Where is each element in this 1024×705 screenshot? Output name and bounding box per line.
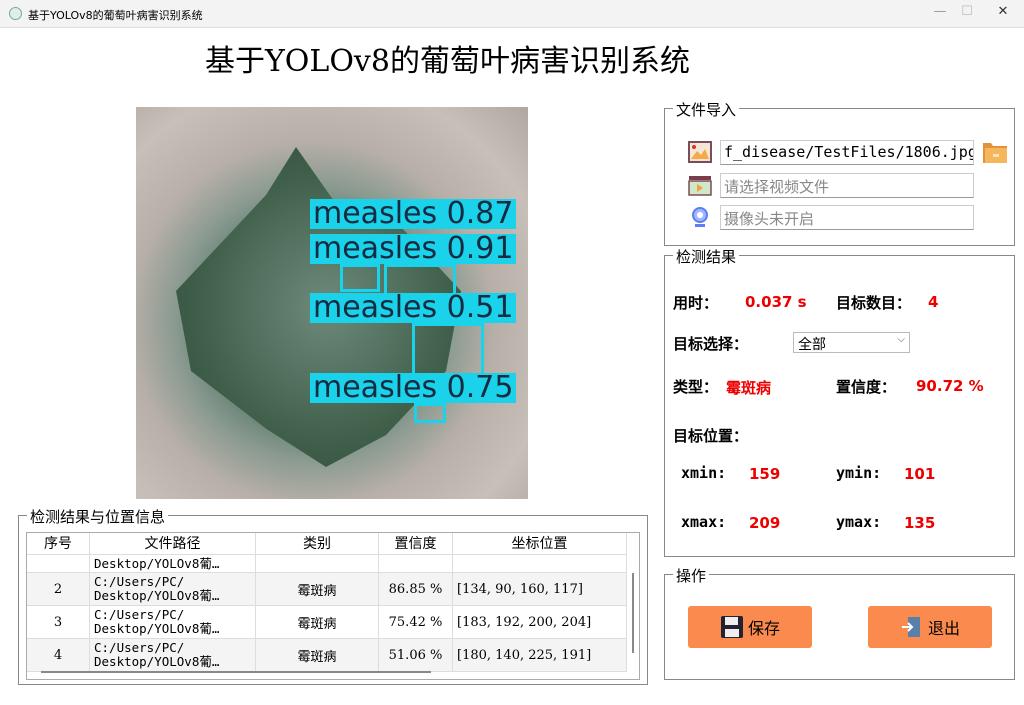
group-title: 检测结果与位置信息 <box>27 506 169 527</box>
exit-button[interactable]: 退出 <box>868 606 992 648</box>
cell-index: 4 <box>27 639 90 671</box>
image-path-input[interactable]: f_disease/TestFiles/1806.jpg <box>720 140 974 165</box>
results-table[interactable]: 序号 文件路径 类别 置信度 坐标位置 Desktop/YOLOv8葡… 2 C… <box>26 532 640 680</box>
cell-class: 霉斑病 <box>256 639 379 671</box>
detection-box <box>414 403 446 423</box>
save-label: 保存 <box>747 619 780 638</box>
table-row[interactable]: 3 C:/Users/PC/ Desktop/YOLOv8葡… 霉斑病 75.4… <box>27 606 627 639</box>
page-title: 基于YOLOv8的葡萄叶病害识别系统 <box>205 44 690 79</box>
detection-label: measles 0.87 <box>310 199 517 229</box>
cell-path: C:/Users/PC/ Desktop/YOLOv8葡… <box>90 639 256 671</box>
xmin-value: 159 <box>749 465 781 483</box>
detection-result-group: 检测结果 <box>664 246 1015 557</box>
minimize-button[interactable]: — <box>933 4 947 19</box>
group-title: 文件导入 <box>673 99 740 120</box>
header-path[interactable]: 文件路径 <box>90 533 256 554</box>
exit-label: 退出 <box>927 619 960 638</box>
camera-input[interactable]: 摄像头未开启 <box>720 205 974 230</box>
confidence-label: 置信度： <box>836 378 897 396</box>
cell-confidence: 51.06 % <box>379 639 453 671</box>
cell-coords: [134, 90, 160, 117] <box>453 573 627 605</box>
exit-icon <box>901 617 920 637</box>
cell-confidence: 75.42 % <box>379 606 453 638</box>
type-value: 霉斑病 <box>726 379 772 397</box>
results-table-group: 检测结果与位置信息 <box>18 506 648 685</box>
detection-label: measles 0.75 <box>310 373 517 403</box>
cell-class: 霉斑病 <box>256 573 379 605</box>
detection-label: measles 0.51 <box>310 293 517 323</box>
video-path-input[interactable]: 请选择视频文件 <box>720 173 974 198</box>
table-row[interactable]: Desktop/YOLOv8葡… <box>27 555 627 573</box>
save-button[interactable]: 保存 <box>688 606 812 648</box>
header-class[interactable]: 类别 <box>256 533 379 554</box>
table-row[interactable]: 2 C:/Users/PC/ Desktop/YOLOv8葡… 霉斑病 86.8… <box>27 573 627 606</box>
group-title: 检测结果 <box>673 246 740 267</box>
cell-path: C:/Users/PC/ Desktop/YOLOv8葡… <box>90 573 256 605</box>
maximize-button[interactable]: ☐ <box>961 4 973 19</box>
image-file-icon[interactable] <box>688 141 712 163</box>
cell-coords: [183, 192, 200, 204] <box>453 606 627 638</box>
detection-box <box>340 264 380 292</box>
confidence-value: 90.72 % <box>916 377 984 395</box>
detection-label: measles 0.91 <box>310 234 517 264</box>
vertical-scrollbar[interactable] <box>632 573 634 653</box>
cell-index: 2 <box>27 573 90 605</box>
group-title: 操作 <box>673 565 710 586</box>
ymin-label: ymin: <box>836 464 882 482</box>
video-file-icon[interactable] <box>688 174 712 196</box>
target-select[interactable]: 全部 ⌵ <box>793 332 910 353</box>
cell-index: 3 <box>27 606 90 638</box>
header-index[interactable]: 序号 <box>27 533 90 554</box>
cell-class: 霉斑病 <box>256 606 379 638</box>
type-label: 类型： <box>673 378 719 396</box>
xmax-label: xmax: <box>681 513 727 531</box>
actions-group: 操作 <box>664 565 1015 680</box>
close-button[interactable]: ✕ <box>997 4 1009 19</box>
chevron-down-icon: ⌵ <box>897 334 905 345</box>
position-label: 目标位置： <box>673 427 749 445</box>
table-row[interactable]: 4 C:/Users/PC/ Desktop/YOLOv8葡… 霉斑病 51.0… <box>27 639 627 672</box>
ymax-value: 135 <box>904 514 936 532</box>
count-label: 目标数目： <box>836 294 912 312</box>
save-icon <box>720 616 743 638</box>
header-coords[interactable]: 坐标位置 <box>453 533 627 554</box>
cell-coords: [180, 140, 225, 191] <box>453 639 627 671</box>
time-label: 用时： <box>673 294 719 312</box>
header-confidence[interactable]: 置信度 <box>379 533 453 554</box>
table-header: 序号 文件路径 类别 置信度 坐标位置 <box>27 533 627 555</box>
select-value: 全部 <box>798 337 826 353</box>
horizontal-scrollbar[interactable] <box>41 671 431 673</box>
time-value: 0.037 s <box>745 293 807 311</box>
count-value: 4 <box>928 293 939 311</box>
xmax-value: 209 <box>749 514 781 532</box>
detection-image: measles 0.87 measles 0.91 measles 0.51 m… <box>136 107 528 499</box>
ymin-value: 101 <box>904 465 936 483</box>
webcam-icon[interactable] <box>688 206 712 228</box>
ymax-label: ymax: <box>836 513 882 531</box>
cell-path: C:/Users/PC/ Desktop/YOLOv8葡… <box>90 606 256 638</box>
cell-path: Desktop/YOLOv8葡… <box>90 555 256 572</box>
xmin-label: xmin: <box>681 464 727 482</box>
file-import-group: 文件导入 <box>664 99 1015 246</box>
window-title: 基于YOLOv8的葡萄叶病害识别系统 <box>28 9 203 22</box>
cell-confidence: 86.85 % <box>379 573 453 605</box>
target-select-label: 目标选择： <box>673 335 749 353</box>
app-icon <box>9 7 22 20</box>
title-bar: 基于YOLOv8的葡萄叶病害识别系统 — ☐ ✕ <box>0 0 1024 28</box>
folder-open-icon[interactable] <box>982 140 1008 164</box>
